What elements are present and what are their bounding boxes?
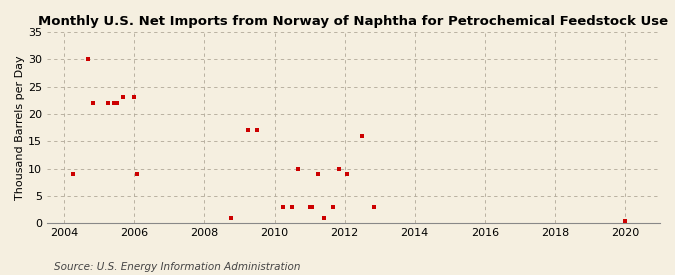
Point [327,205,338,209]
Point [357,134,368,138]
Point [293,166,304,171]
Point [225,216,236,220]
Point [109,101,119,105]
Point [307,205,318,209]
Point [620,219,630,223]
Point [369,205,379,209]
Point [287,205,298,209]
Point [342,172,353,176]
Point [243,128,254,133]
Title: Monthly U.S. Net Imports from Norway of Naphtha for Petrochemical Feedstock Use: Monthly U.S. Net Imports from Norway of … [38,15,668,28]
Point [319,216,329,220]
Point [103,101,113,105]
Point [132,172,142,176]
Point [111,101,122,105]
Text: Source: U.S. Energy Information Administration: Source: U.S. Energy Information Administ… [54,262,300,272]
Point [129,95,140,100]
Point [304,205,315,209]
Point [313,172,324,176]
Y-axis label: Thousand Barrels per Day: Thousand Barrels per Day [15,55,25,200]
Point [68,172,78,176]
Point [117,95,128,100]
Point [252,128,263,133]
Point [88,101,99,105]
Point [82,57,93,61]
Point [278,205,289,209]
Point [333,166,344,171]
